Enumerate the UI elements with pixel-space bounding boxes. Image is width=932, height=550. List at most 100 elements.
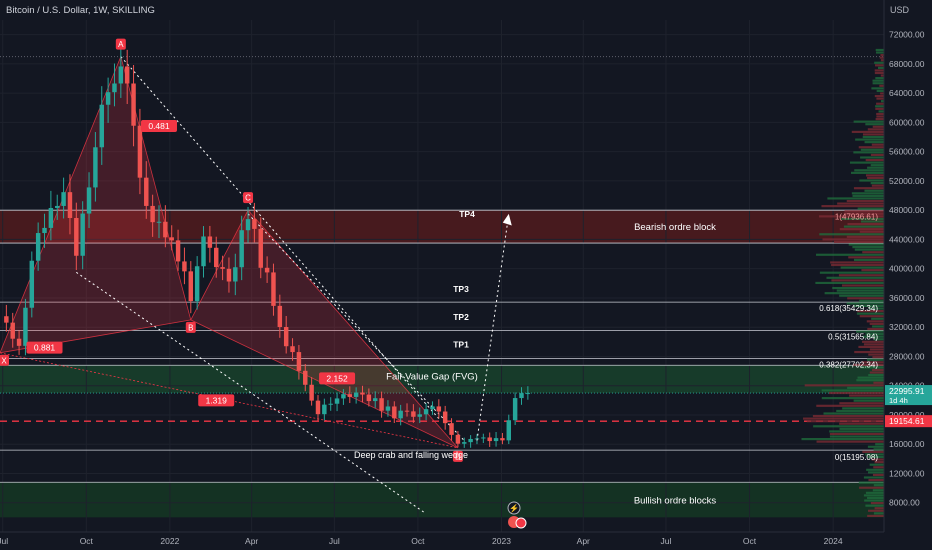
candle-body: [328, 403, 333, 405]
candle: [169, 225, 174, 251]
volume-bar: [869, 322, 884, 325]
volume-bar: [872, 125, 884, 128]
candle-body: [519, 393, 524, 399]
price-tick-label: 68000.00: [889, 59, 925, 69]
volume-bar: [880, 92, 884, 95]
volume-bar: [868, 307, 884, 310]
price-tick-label: 16000.00: [889, 439, 925, 449]
price-tick-label: 48000.00: [889, 205, 925, 215]
volume-bar: [856, 330, 884, 333]
candle: [226, 257, 232, 293]
volume-bar: [821, 397, 884, 400]
volume-bar: [822, 238, 884, 241]
candle-body: [144, 177, 149, 206]
candle-body: [188, 271, 194, 302]
candle-body: [112, 83, 117, 93]
candle-body: [379, 398, 384, 411]
fib-label: 0.618(35429.34): [819, 304, 878, 313]
volume-bar: [879, 56, 884, 59]
volume-bar: [866, 468, 884, 471]
fib-label: 0.5(31565.84): [828, 332, 878, 341]
candle-body: [175, 240, 181, 262]
candle-body: [169, 237, 174, 241]
marked-price-badge[interactable]: [885, 415, 932, 428]
volume-bar: [839, 294, 884, 297]
pattern-point-badge: [115, 38, 126, 50]
volume-bar: [801, 438, 884, 441]
price-tick-label: 52000.00: [889, 176, 925, 186]
volume-bar: [864, 189, 884, 192]
volume-bar: [875, 48, 884, 52]
candle: [194, 256, 200, 310]
volume-bar: [872, 489, 884, 492]
volume-bar: [875, 77, 884, 80]
volume-bar: [874, 69, 884, 72]
volume-bar: [821, 205, 884, 208]
candle: [105, 77, 111, 123]
lightning-icon[interactable]: [507, 501, 521, 515]
candle: [201, 226, 206, 278]
volume-bar: [839, 228, 884, 231]
volume-bar: [829, 435, 884, 438]
candle: [296, 344, 302, 380]
volume-bar: [821, 389, 884, 392]
volume-bar: [850, 171, 884, 174]
zone-name: Bullish ordre blocks: [634, 496, 717, 507]
pattern-point-label: D: [455, 452, 461, 461]
volume-bar: [867, 496, 884, 500]
candle: [137, 108, 143, 195]
volume-bar: [874, 61, 884, 64]
flag-event-icon-2[interactable]: [515, 517, 527, 529]
volume-bar: [874, 71, 884, 75]
volume-bar: [847, 386, 884, 389]
volume-bar: [839, 402, 884, 405]
candle-body: [341, 394, 346, 399]
candle: [455, 431, 461, 448]
volume-bar: [859, 315, 884, 318]
volume-bar: [875, 118, 884, 121]
volume-bar: [843, 212, 884, 215]
candle: [42, 213, 47, 248]
candle-body: [42, 227, 47, 234]
volume-bar: [860, 148, 884, 151]
volume-bar: [865, 333, 884, 336]
volume-bar: [826, 276, 884, 279]
candle: [404, 403, 410, 417]
volume-bar: [872, 356, 884, 359]
candle: [23, 298, 28, 356]
volume-bar: [831, 263, 884, 267]
zone-box: [0, 210, 884, 244]
candle: [35, 222, 41, 271]
time-tick-label: Oct: [80, 536, 94, 546]
candle: [360, 385, 365, 403]
current-price-badge[interactable]: [885, 385, 932, 406]
pattern-label: Deep crab and falling wedge: [354, 450, 468, 460]
target-label: TP2: [453, 312, 469, 322]
candle-body: [29, 260, 35, 308]
volume-bar: [854, 169, 884, 172]
volume-bar: [869, 371, 884, 374]
volume-bar: [865, 491, 884, 494]
volume-bar: [803, 417, 884, 420]
candle-body: [74, 217, 79, 256]
time-tick-label: Apr: [245, 536, 258, 546]
price-axis-bg: [884, 0, 932, 550]
candle: [258, 217, 263, 279]
volume-bar: [862, 335, 884, 338]
volume-bar: [857, 207, 884, 210]
candle: [436, 399, 442, 419]
candle-body: [385, 406, 391, 411]
volume-bar: [854, 248, 884, 251]
current-price-interval: 1d 4h: [889, 396, 908, 405]
volume-bar: [876, 89, 884, 93]
candle: [411, 404, 416, 423]
candle-body: [347, 394, 353, 397]
volume-bar: [874, 507, 884, 510]
candle-body: [468, 438, 473, 443]
volume-bar: [860, 156, 884, 159]
volume-profile: [801, 48, 884, 517]
candle: [112, 63, 117, 107]
candle: [118, 49, 124, 98]
